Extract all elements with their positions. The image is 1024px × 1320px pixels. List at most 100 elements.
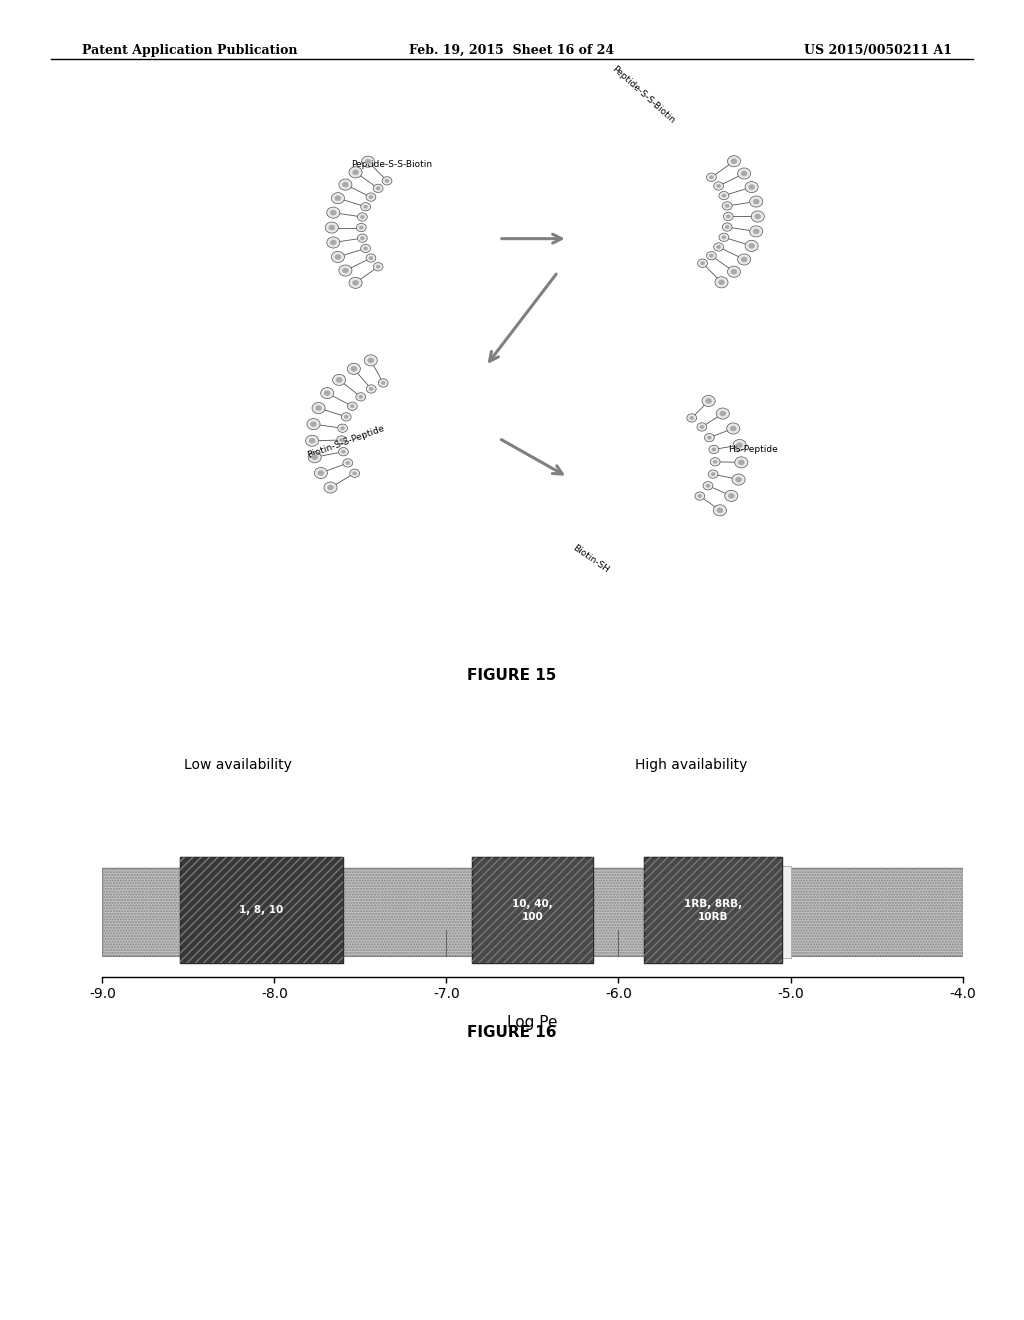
Circle shape [381,381,385,385]
Text: High availability: High availability [635,758,748,772]
Text: Patent Application Publication: Patent Application Publication [82,44,297,57]
Circle shape [341,413,351,421]
Circle shape [745,240,758,251]
Circle shape [714,182,724,190]
Circle shape [368,358,374,363]
Circle shape [359,226,364,230]
Circle shape [341,450,346,454]
Circle shape [716,408,729,418]
Circle shape [332,193,344,203]
Circle shape [736,442,742,447]
Circle shape [321,388,334,399]
Text: 10, 40,
100: 10, 40, 100 [512,899,553,921]
Circle shape [385,180,389,182]
Circle shape [728,494,734,499]
Bar [102,867,963,956]
Circle shape [360,244,371,252]
Circle shape [376,265,381,269]
Circle shape [687,413,696,422]
Circle shape [713,459,718,463]
Circle shape [360,215,365,219]
Circle shape [345,461,350,465]
Circle shape [349,166,362,178]
Circle shape [330,240,337,246]
Circle shape [727,422,739,434]
Text: Peptide-S-S-Biotin: Peptide-S-S-Biotin [351,160,432,169]
Circle shape [347,403,357,411]
Circle shape [733,440,746,450]
Circle shape [330,210,337,215]
Circle shape [314,467,328,479]
Circle shape [352,169,358,176]
Circle shape [367,385,376,393]
Circle shape [347,363,360,375]
Circle shape [328,484,334,490]
Circle shape [714,504,726,516]
Circle shape [356,223,367,232]
Circle shape [725,226,729,228]
Circle shape [315,405,322,411]
Circle shape [369,256,373,260]
Circle shape [335,195,341,201]
X-axis label: Log Pe: Log Pe [507,1015,558,1030]
Circle shape [725,490,738,502]
Circle shape [722,194,726,198]
Bar [472,858,593,964]
Circle shape [711,458,720,466]
Circle shape [709,470,718,478]
Circle shape [706,399,712,404]
Circle shape [352,280,358,285]
Circle shape [342,268,348,273]
Circle shape [741,170,748,177]
Circle shape [369,387,374,391]
Circle shape [365,355,377,366]
Bar [102,867,963,956]
Circle shape [717,246,721,249]
Circle shape [324,391,331,396]
Text: FIGURE 15: FIGURE 15 [467,668,557,684]
Circle shape [720,411,726,416]
Circle shape [357,213,368,222]
Bar [472,858,593,964]
Circle shape [719,234,729,242]
Circle shape [727,267,740,277]
Circle shape [727,156,740,166]
Circle shape [697,259,708,268]
Circle shape [703,482,713,490]
Circle shape [349,277,362,288]
Bar [644,858,782,964]
Circle shape [709,253,714,257]
Circle shape [711,473,716,477]
Circle shape [705,433,715,442]
Circle shape [310,421,316,426]
Circle shape [731,269,737,275]
Bar [644,858,782,964]
Circle shape [307,418,321,430]
Circle shape [749,243,755,248]
Text: FIGURE 16: FIGURE 16 [467,1024,557,1040]
Circle shape [717,507,723,513]
Circle shape [324,482,337,494]
Circle shape [707,252,717,260]
Circle shape [369,195,373,199]
Text: Low availability: Low availability [184,758,292,772]
Circle shape [722,223,732,231]
Circle shape [735,477,741,482]
Circle shape [382,177,392,185]
Circle shape [376,186,381,190]
Text: 1RB, 8RB,
10RB: 1RB, 8RB, 10RB [684,899,742,921]
Circle shape [735,457,748,467]
Circle shape [312,403,326,413]
Text: Biotin-SH: Biotin-SH [570,544,610,576]
Circle shape [336,378,342,383]
Circle shape [723,213,733,220]
Circle shape [755,214,761,219]
Circle shape [741,256,748,263]
Circle shape [378,379,388,387]
Circle shape [311,454,317,459]
Circle shape [335,255,341,260]
Circle shape [373,185,383,193]
Circle shape [344,414,348,418]
Circle shape [329,224,335,231]
Circle shape [750,226,763,238]
